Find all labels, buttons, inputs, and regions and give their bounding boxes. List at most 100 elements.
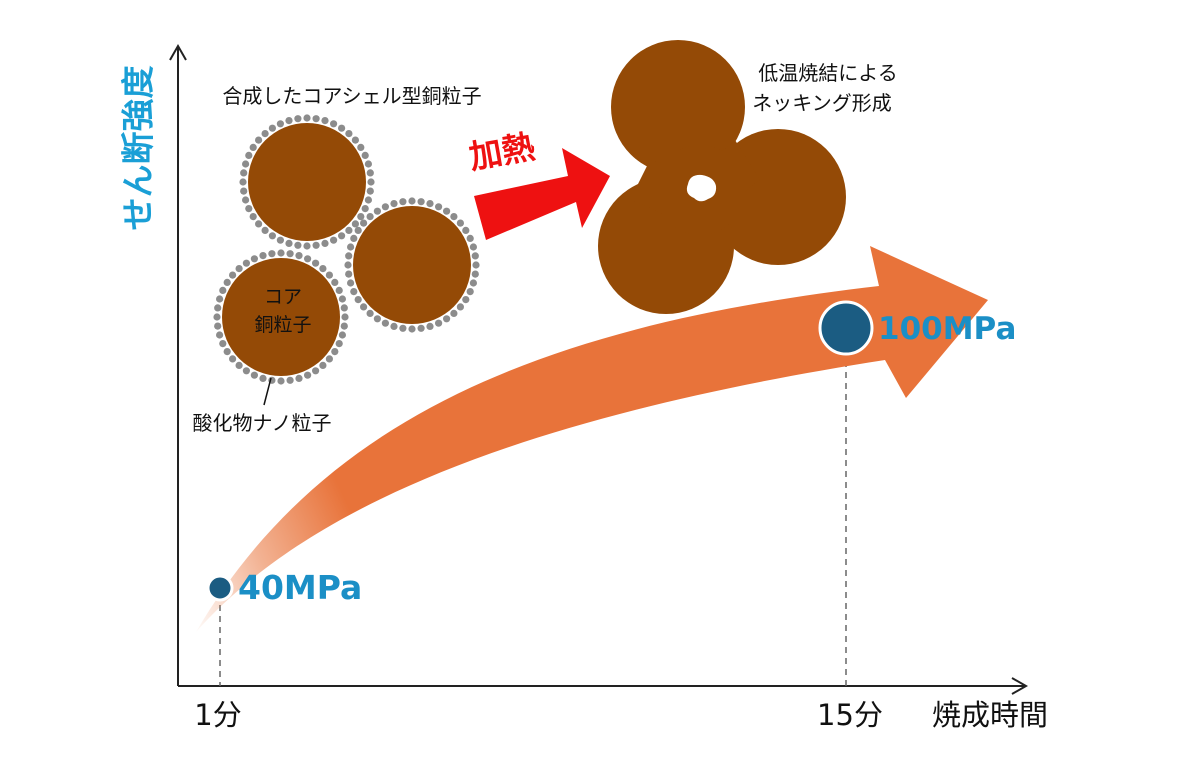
- oxide-nanoparticle: [469, 279, 477, 287]
- oxide-nanoparticle: [354, 226, 362, 234]
- oxide-nanoparticle: [295, 374, 303, 382]
- oxide-nanoparticle: [286, 250, 294, 258]
- oxide-nanoparticle: [361, 151, 369, 159]
- shell-dots: [213, 249, 349, 385]
- oxide-nanoparticle: [341, 313, 349, 321]
- oxide-nanoparticle: [360, 219, 368, 227]
- oxide-nanoparticle: [357, 213, 365, 221]
- copper-core-particle: [353, 206, 471, 324]
- shell-leader-line: [263, 377, 272, 406]
- oxide-nanoparticle: [261, 130, 269, 138]
- oxide-nanoparticle: [235, 361, 243, 369]
- sintered-pore: [686, 174, 717, 202]
- oxide-nanoparticle: [303, 114, 311, 122]
- oxide-nanoparticle: [294, 241, 302, 249]
- oxide-nanoparticle: [229, 355, 237, 363]
- oxide-nanoparticle: [399, 324, 407, 332]
- oxide-nanoparticle: [303, 242, 311, 250]
- oxide-nanoparticle: [450, 309, 458, 317]
- oxide-nanoparticle: [340, 322, 348, 330]
- oxide-nanoparticle: [268, 250, 276, 258]
- oxide-nanoparticle: [330, 236, 338, 244]
- oxide-nanoparticle: [338, 295, 346, 303]
- oxide-nanoparticle: [338, 124, 346, 132]
- oxide-nanoparticle: [312, 241, 320, 249]
- data-point-40mpa: [206, 574, 234, 602]
- data-points: 40MPa 100MPa: [206, 300, 1016, 607]
- oxide-nanoparticle: [250, 255, 258, 263]
- oxide-nanoparticle: [360, 303, 368, 311]
- oxide-nanoparticle: [390, 200, 398, 208]
- heat-arrow: [474, 148, 610, 240]
- oxide-nanoparticle: [294, 115, 302, 123]
- oxide-nanoparticle: [249, 213, 257, 221]
- oxide-nanoparticle: [469, 243, 477, 251]
- oxide-nanoparticle: [331, 278, 339, 286]
- oxide-nanoparticle: [242, 367, 250, 375]
- shell-label: 酸化物ナノ粒子: [193, 411, 332, 435]
- oxide-nanoparticle: [338, 232, 346, 240]
- oxide-nanoparticle: [354, 296, 362, 304]
- oxide-nanoparticle: [408, 197, 416, 205]
- oxide-nanoparticle: [325, 355, 333, 363]
- oxide-nanoparticle: [255, 220, 263, 228]
- oxide-nanoparticle: [357, 143, 365, 151]
- oxide-nanoparticle: [259, 252, 267, 260]
- copper-core-particle: [222, 258, 340, 376]
- oxide-nanoparticle: [367, 178, 375, 186]
- oxide-nanoparticle: [242, 196, 250, 204]
- oxide-nanoparticle: [366, 213, 374, 221]
- oxide-nanoparticle: [466, 234, 474, 242]
- oxide-nanoparticle: [295, 252, 303, 260]
- oxide-nanoparticle: [268, 232, 276, 240]
- oxide-nanoparticle: [408, 325, 416, 333]
- oxide-nanoparticle: [223, 278, 231, 286]
- oxide-nanoparticle: [350, 234, 358, 242]
- sinter-label-line1: 低温焼結による: [758, 61, 897, 85]
- oxide-nanoparticle: [216, 295, 224, 303]
- oxide-nanoparticle: [285, 239, 293, 247]
- oxide-nanoparticle: [335, 340, 343, 348]
- y-axis-arrowhead: [169, 43, 187, 61]
- y-axis-title: せん断強度: [119, 66, 158, 231]
- oxide-nanoparticle: [277, 377, 285, 385]
- oxide-nanoparticle: [344, 261, 352, 269]
- oxide-nanoparticle: [417, 198, 425, 206]
- oxide-nanoparticle: [338, 331, 346, 339]
- core-label-line1: コア: [264, 286, 302, 308]
- oxide-nanoparticle: [373, 207, 381, 215]
- oxide-nanoparticle: [304, 255, 312, 263]
- oxide-nanoparticle: [345, 130, 353, 138]
- heating-label: 加熱: [466, 127, 538, 177]
- oxide-nanoparticle: [456, 219, 464, 227]
- oxide-nanoparticle: [240, 169, 248, 177]
- oxide-nanoparticle: [325, 271, 333, 279]
- oxide-nanoparticle: [466, 288, 474, 296]
- oxide-nanoparticle: [321, 117, 329, 125]
- oxide-nanoparticle: [471, 270, 479, 278]
- oxide-nanoparticle: [366, 169, 374, 177]
- oxide-nanoparticle: [213, 313, 221, 321]
- oxide-nanoparticle: [249, 143, 257, 151]
- oxide-nanoparticle: [472, 261, 480, 269]
- oxide-nanoparticle: [417, 324, 425, 332]
- oxide-nanoparticle: [250, 371, 258, 379]
- oxide-nanoparticle: [235, 265, 243, 273]
- oxide-nanoparticle: [381, 319, 389, 327]
- data-point-100mpa: [818, 300, 874, 356]
- oxide-nanoparticle: [361, 205, 369, 213]
- oxide-nanoparticle: [435, 203, 443, 211]
- oxide-nanoparticle: [304, 371, 312, 379]
- shell-dots: [344, 197, 480, 333]
- oxide-nanoparticle: [255, 136, 263, 144]
- oxide-nanoparticle: [345, 252, 353, 260]
- oxide-nanoparticle: [321, 239, 329, 247]
- x-tick-1min: 1分: [194, 698, 241, 732]
- oxide-nanoparticle: [214, 322, 222, 330]
- oxide-nanoparticle: [366, 309, 374, 317]
- oxide-nanoparticle: [347, 243, 355, 251]
- oxide-nanoparticle: [245, 151, 253, 159]
- oxide-nanoparticle: [245, 205, 253, 213]
- oxide-nanoparticle: [450, 213, 458, 221]
